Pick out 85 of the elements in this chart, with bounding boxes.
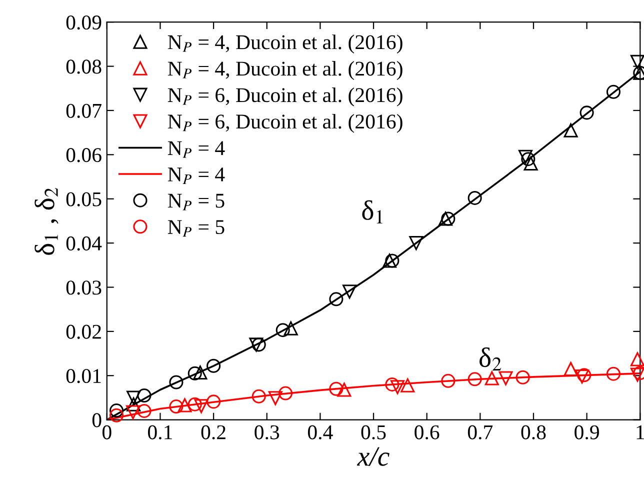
y-tick-label: 0.01 <box>66 368 101 384</box>
point <box>385 377 400 392</box>
y-tick-label: 0.05 <box>66 192 102 206</box>
x-axis-title: x/c <box>356 447 390 466</box>
point <box>390 380 405 394</box>
point <box>252 338 266 352</box>
x-tick-label: 0.8 <box>521 425 546 440</box>
point <box>630 368 644 382</box>
point <box>468 190 482 205</box>
point <box>278 386 293 400</box>
point <box>329 382 344 396</box>
point <box>342 284 357 299</box>
legend-label: N$_{P}$ = 4 <box>168 168 225 184</box>
point <box>564 123 578 138</box>
point <box>137 404 152 418</box>
x-tick-label: 0.4 <box>308 425 333 440</box>
point <box>329 292 344 306</box>
point <box>564 362 578 376</box>
x-tick-label: 0.7 <box>468 425 493 440</box>
point <box>178 398 192 412</box>
point <box>206 358 221 373</box>
y-tick-label: 0.06 <box>66 148 102 162</box>
x-tick-label: 0.6 <box>414 425 440 440</box>
point <box>438 212 453 226</box>
point <box>400 378 415 392</box>
point <box>516 370 530 384</box>
point <box>169 400 184 414</box>
point <box>521 152 536 166</box>
legend-label: N$_{P}$ = 5 <box>168 194 224 210</box>
point <box>468 372 482 386</box>
point <box>252 389 266 404</box>
point <box>206 394 221 409</box>
point <box>441 212 456 226</box>
y-tick-label: 0.02 <box>66 324 101 339</box>
x-tick-label: 0 <box>102 425 112 440</box>
legend-label: N$_{P}$ = 5 <box>168 220 224 237</box>
point <box>441 374 456 388</box>
legend-label: N$_{P}$ = 4, Ducoin et al. (2016) <box>168 61 402 80</box>
point <box>126 397 141 412</box>
point <box>518 150 533 164</box>
y-tick-label: 0.08 <box>66 60 102 74</box>
point <box>409 236 424 250</box>
legend-label: N$_{P}$ = 4, Ducoin et al. (2016) <box>168 34 402 54</box>
point <box>606 366 620 381</box>
point <box>169 375 184 390</box>
legend-label: N$_{P}$ = 4 <box>168 141 225 158</box>
point <box>249 338 264 352</box>
point <box>126 405 140 420</box>
x-tick-label: 0.1 <box>148 425 172 440</box>
y-tick-label: 0 <box>92 413 102 428</box>
point <box>276 323 290 338</box>
y-tick-label: 0.04 <box>66 236 102 251</box>
annotation: δ$_{2}$ <box>480 347 502 370</box>
y-tick-label: 0.09 <box>66 15 102 30</box>
point <box>284 321 298 336</box>
point <box>498 371 513 386</box>
y-tick-label: 0.03 <box>66 280 102 295</box>
point <box>109 408 124 422</box>
point <box>382 254 397 268</box>
legend-label: N$_{P}$ = 6, Ducoin et al. (2016) <box>168 114 402 133</box>
point <box>630 54 644 69</box>
point <box>193 366 208 380</box>
legend-label: N$_{P}$ = 6, Ducoin et al. (2016) <box>168 88 402 106</box>
point <box>137 388 152 403</box>
point <box>484 371 499 386</box>
point <box>630 352 644 366</box>
point <box>337 382 352 397</box>
x-tick-label: 0.2 <box>201 425 226 440</box>
x-tick-label: 0.9 <box>574 425 599 440</box>
x-tick-label: 0.3 <box>254 425 280 440</box>
point <box>109 404 124 418</box>
point <box>126 390 141 405</box>
point <box>188 366 202 380</box>
point <box>188 397 202 412</box>
point <box>606 84 620 99</box>
point <box>194 399 208 414</box>
point <box>580 106 594 120</box>
x-tick-label: 0.5 <box>361 425 386 440</box>
point <box>268 391 282 406</box>
point <box>524 156 538 171</box>
y-axis-title: δ$_{1}$ , δ$_{2}$ <box>34 188 58 255</box>
annotation: δ$_{1}$ <box>362 200 382 224</box>
x-tick-label: 1 <box>636 425 644 440</box>
point <box>385 254 400 268</box>
y-tick-label: 0.07 <box>66 104 102 118</box>
